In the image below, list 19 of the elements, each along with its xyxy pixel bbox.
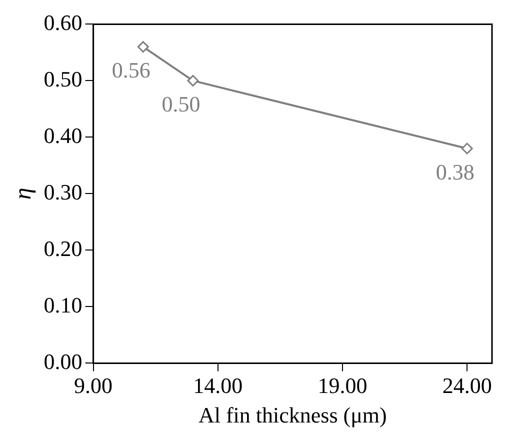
y-tick-label: 0.60: [44, 10, 82, 35]
text: 0.38: [436, 159, 474, 184]
text: 0.50: [162, 91, 200, 116]
point: [187, 74, 199, 86]
text: 0.56: [112, 58, 150, 83]
x-axis-title: Al fin thickness (μm): [198, 402, 387, 428]
y-axis-title: η: [10, 188, 37, 200]
point: [461, 142, 473, 154]
y-tick-label: 0.40: [44, 122, 82, 148]
point: [137, 41, 149, 53]
x-tick-label: 14.00: [193, 373, 243, 398]
y-tick-label: 0.20: [44, 236, 82, 261]
x-tick-label: 9.00: [74, 373, 113, 398]
y-tick-label: 0.30: [44, 179, 82, 204]
x-tick-label: 24.00: [442, 373, 492, 398]
x-tick-label: 19.00: [318, 373, 368, 398]
y-tick-label: 0.10: [44, 292, 82, 318]
y-tick-label: 0.50: [44, 66, 82, 92]
y-tick-label: 0.00: [44, 348, 82, 374]
